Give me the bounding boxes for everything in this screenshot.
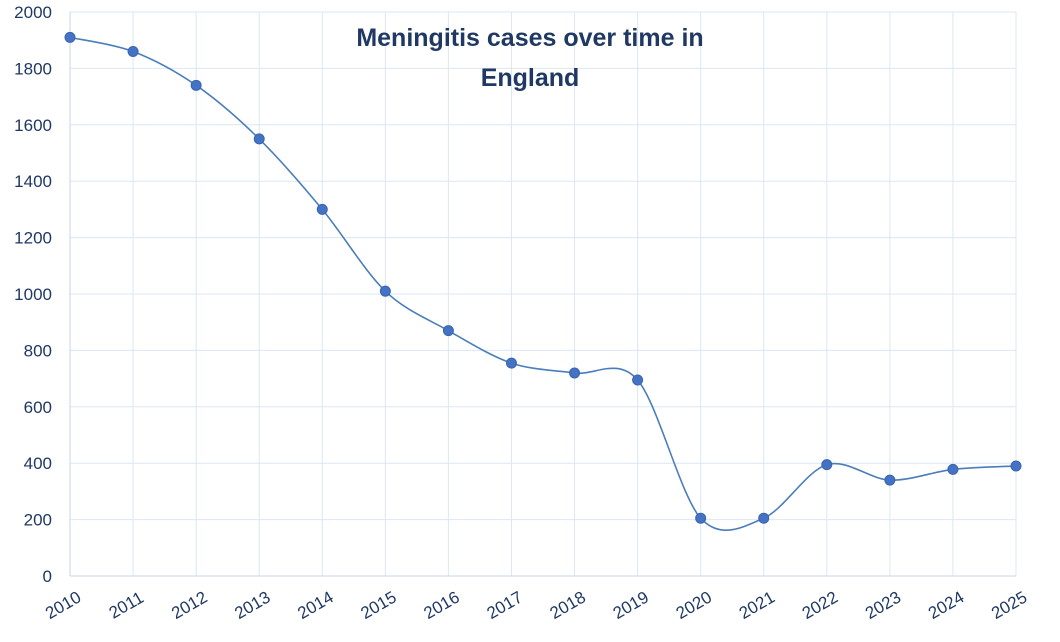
x-tick-label: 2025 — [988, 588, 1030, 623]
x-tick-label: 2017 — [484, 588, 526, 623]
y-tick-label: 600 — [24, 398, 52, 417]
x-tick-label: 2023 — [862, 588, 904, 623]
data-point-2013 — [253, 133, 265, 145]
y-tick-label: 1800 — [14, 59, 52, 78]
data-point-2024 — [947, 463, 959, 475]
series-1 — [64, 31, 1022, 531]
x-tick-label: 2020 — [673, 588, 715, 623]
data-point-2021 — [758, 512, 770, 524]
x-tick-label: 2024 — [925, 588, 967, 623]
x-tick-label: 2013 — [231, 588, 273, 623]
chart-title-line-2: England — [481, 64, 580, 92]
data-point-2010 — [64, 31, 76, 43]
x-tick-label: 2021 — [736, 588, 778, 623]
x-tick-label: 2014 — [294, 588, 336, 623]
y-tick-label: 400 — [24, 454, 52, 473]
x-tick-label: 2019 — [610, 588, 652, 623]
y-tick-label: 1200 — [14, 229, 52, 248]
y-tick-label: 200 — [24, 511, 52, 530]
data-point-2012 — [190, 79, 202, 91]
y-tick-labels: 0 200 400 600 800 1000 1200 1400 1600 1800 2000 — [14, 3, 52, 586]
data-point-2022 — [821, 459, 833, 471]
data-point-2019 — [632, 374, 644, 386]
x-tick-label: 2022 — [799, 588, 841, 623]
x-tick-label: 2012 — [168, 588, 210, 623]
x-tick-label: 2010 — [42, 588, 84, 623]
data-point-2025 — [1010, 460, 1022, 472]
data-point-2017 — [505, 357, 517, 369]
x-tick-label: 2018 — [547, 588, 589, 623]
data-point-2016 — [442, 325, 454, 337]
x-tick-label: 2016 — [421, 588, 463, 623]
y-tick-label: 1000 — [14, 285, 52, 304]
chart-title: Meningitis cases over time in England — [356, 24, 703, 92]
data-point-2023 — [884, 474, 896, 486]
data-point-2018 — [569, 367, 581, 379]
data-point-2011 — [127, 45, 139, 57]
y-tick-label: 0 — [43, 567, 52, 586]
x-tick-label: 2011 — [106, 588, 147, 623]
data-point-2020 — [695, 512, 707, 524]
series-line — [69, 36, 1017, 531]
x-tick-labels: 2010 2011 2012 2013 2014 2015 2016 2017 2018 2019… — [42, 588, 1030, 623]
data-point-2015 — [379, 285, 391, 297]
y-tick-label: 800 — [24, 341, 52, 360]
y-tick-label: 1400 — [14, 172, 52, 191]
data-point-2014 — [316, 203, 328, 215]
y-tick-label: 2000 — [14, 3, 52, 22]
x-tick-label: 2015 — [357, 588, 399, 623]
y-tick-label: 1600 — [14, 116, 52, 135]
axes — [69, 12, 1016, 577]
chart-title-line-1: Meningitis cases over time in — [356, 24, 703, 52]
